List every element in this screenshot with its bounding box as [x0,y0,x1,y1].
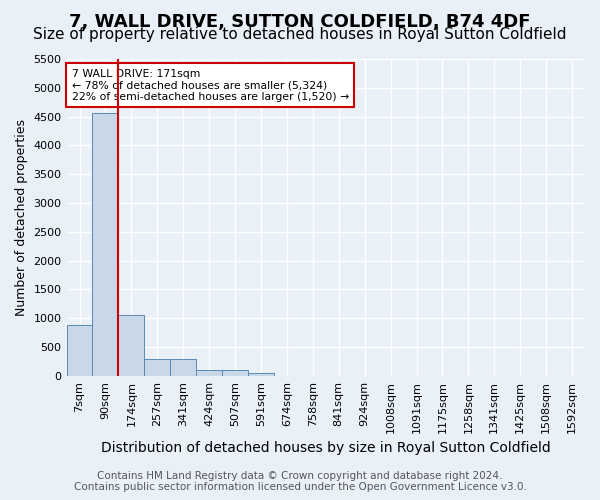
Bar [196,370,222,376]
Bar [145,359,170,376]
Text: 7, WALL DRIVE, SUTTON COLDFIELD, B74 4DF: 7, WALL DRIVE, SUTTON COLDFIELD, B74 4DF [69,12,531,30]
X-axis label: Distribution of detached houses by size in Royal Sutton Coldfield: Distribution of detached houses by size … [101,441,551,455]
Bar [118,314,145,376]
Bar [92,113,118,376]
Text: Contains HM Land Registry data © Crown copyright and database right 2024.
Contai: Contains HM Land Registry data © Crown c… [74,471,526,492]
Bar [222,370,248,376]
Bar [248,372,274,376]
Bar [170,359,196,376]
Text: Size of property relative to detached houses in Royal Sutton Coldfield: Size of property relative to detached ho… [33,28,567,42]
Y-axis label: Number of detached properties: Number of detached properties [15,119,28,316]
Bar [67,325,92,376]
Text: 7 WALL DRIVE: 171sqm
← 78% of detached houses are smaller (5,324)
22% of semi-de: 7 WALL DRIVE: 171sqm ← 78% of detached h… [72,68,349,102]
